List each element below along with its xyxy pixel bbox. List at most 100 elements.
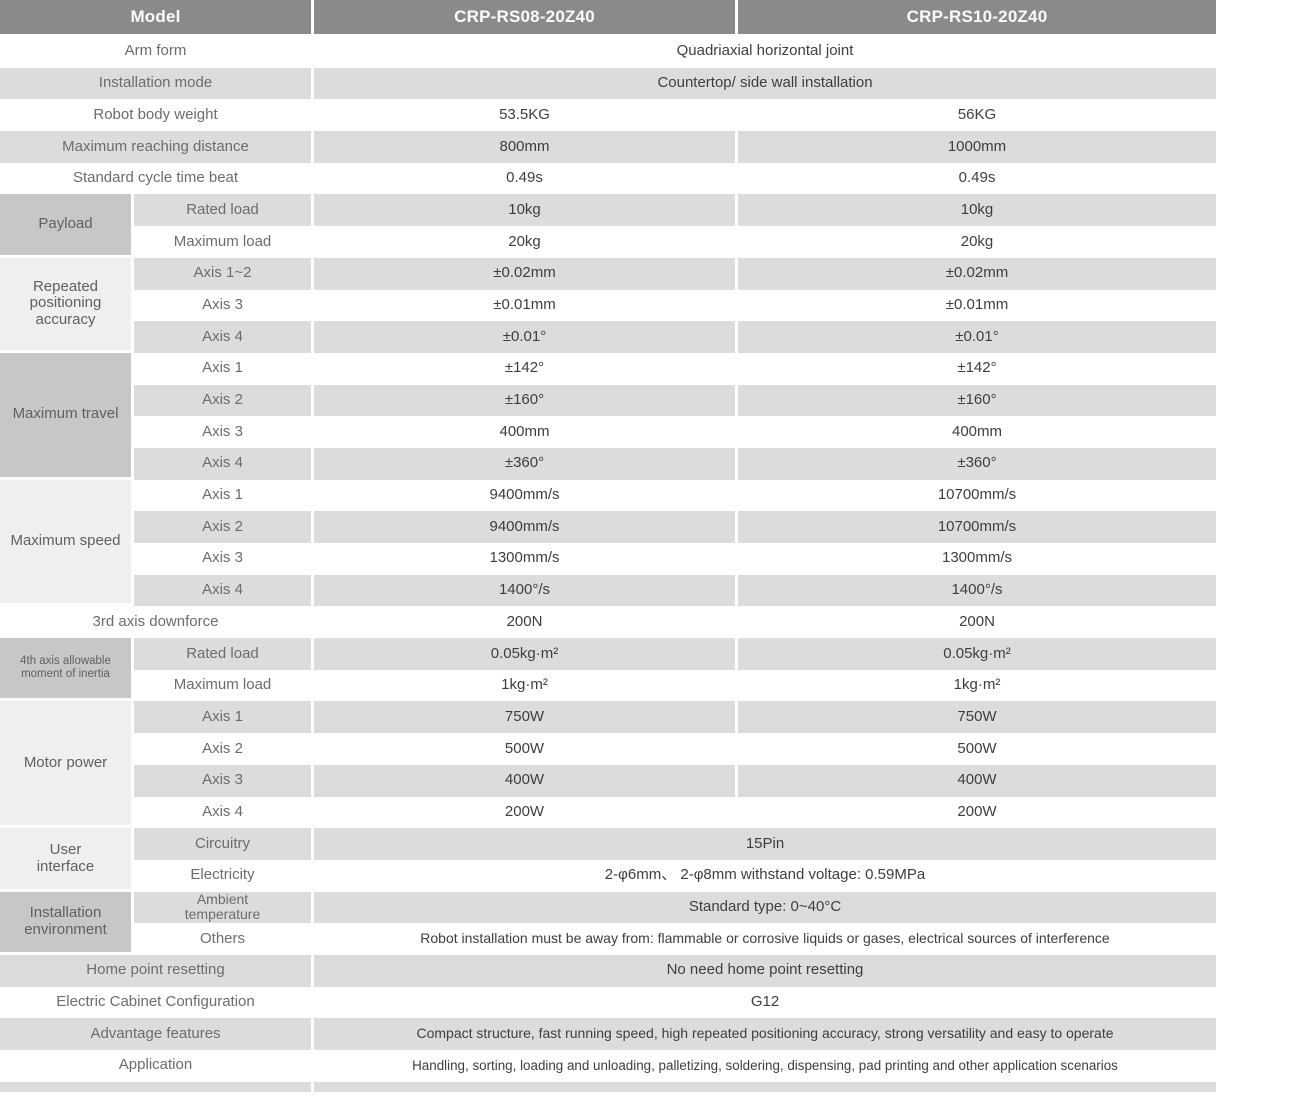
table-row: Axis 2 9400mm/s 10700mm/s bbox=[0, 511, 1216, 543]
table-row: Axis 4 1400°/s 1400°/s bbox=[0, 574, 1216, 607]
value-cell: 400mm bbox=[951, 422, 1003, 440]
value-cell: ±360° bbox=[314, 447, 735, 480]
value-cell: 1kg·m² bbox=[501, 676, 548, 694]
value-cell: 200W bbox=[957, 802, 997, 820]
table-row: Axis 3 1300mm/s 1300mm/s bbox=[0, 543, 1216, 575]
value-cell: 400W bbox=[738, 764, 1216, 797]
value-cell: 200N bbox=[506, 612, 543, 630]
table-row: Maximum load 1kg·m² 1kg·m² bbox=[0, 670, 1216, 702]
value-cell: 0.05kg·m² bbox=[314, 638, 735, 670]
row-label: Home point resetting bbox=[0, 954, 311, 987]
table-row: Axis 3 400mm 400mm bbox=[0, 416, 1216, 448]
row-label: Axis 3 bbox=[202, 549, 243, 567]
table-row: Axis 2 500W 500W bbox=[0, 733, 1216, 765]
value-cell: 20kg bbox=[960, 232, 994, 250]
value-cell: ±0.01° bbox=[314, 321, 735, 353]
group-label-travel: Maximum travel bbox=[0, 352, 131, 480]
row-label: Maximum load bbox=[173, 232, 272, 250]
table-row: Others Robot installation must be away f… bbox=[0, 923, 1216, 955]
row-label: 3rd axis downforce bbox=[92, 612, 219, 630]
group-label-speed: Maximum speed bbox=[0, 479, 131, 607]
value-cell: 10kg bbox=[738, 194, 1216, 227]
value-cell: 400W bbox=[314, 764, 735, 797]
value-cell: Quadriaxial horizontal joint bbox=[676, 42, 854, 60]
value-cell bbox=[314, 1081, 1216, 1092]
table-row: Axis 3 400W 400W bbox=[0, 764, 1216, 797]
table-row: Repeated positioning accuracy Axis 1~2 ±… bbox=[0, 257, 1216, 353]
row-label: Axis 4 bbox=[134, 574, 311, 607]
value-cell: 2-φ6mm、 2-φ8mm withstand voltage: 0.59MP… bbox=[604, 866, 926, 884]
table-row: Maximum reaching distance 800mm 1000mm bbox=[0, 131, 1216, 163]
row-label: Axis 4 bbox=[202, 802, 243, 820]
value-cell: Compact structure, fast running speed, h… bbox=[314, 1018, 1216, 1050]
value-cell: Standard type: 0~40°C bbox=[314, 891, 1216, 924]
row-label: Application bbox=[118, 1056, 193, 1074]
table-row: Installation environment Ambient tempera… bbox=[0, 891, 1216, 955]
value-cell: 750W bbox=[314, 701, 735, 734]
group-label-inertia: 4th axis allowable moment of inertia bbox=[0, 638, 131, 702]
row-label: Axis 3 bbox=[202, 422, 243, 440]
value-cell: ±0.01mm bbox=[945, 295, 1009, 313]
value-cell: No need home point resetting bbox=[314, 954, 1216, 987]
row-label bbox=[0, 1081, 311, 1092]
table-row: Axis 4 ±0.01° ±0.01° bbox=[0, 321, 1216, 353]
table-row: Electricity 2-φ6mm、 2-φ8mm withstand vol… bbox=[0, 860, 1216, 892]
table-row: Motor power Axis 1 750W 750W bbox=[0, 701, 1216, 829]
value-cell: 400mm bbox=[499, 422, 550, 440]
value-cell: 53.5KG bbox=[499, 105, 550, 123]
table-row: Axis 2 ±160° ±160° bbox=[0, 384, 1216, 417]
row-label: Circuitry bbox=[134, 828, 311, 860]
value-cell: ±160° bbox=[314, 384, 735, 417]
group-label-accuracy: Repeated positioning accuracy bbox=[0, 257, 131, 353]
value-cell: 56KG bbox=[957, 105, 997, 123]
row-label: Axis 3 bbox=[202, 295, 243, 313]
row-label: Axis 4 bbox=[134, 321, 311, 353]
value-cell: 500W bbox=[504, 739, 545, 757]
table-row: Axis 4 200W 200W bbox=[0, 797, 1216, 829]
value-cell: ±0.01° bbox=[738, 321, 1216, 353]
row-label: Axis 2 bbox=[134, 511, 311, 543]
value-cell: 10kg bbox=[314, 194, 735, 227]
value-cell: ±142° bbox=[957, 359, 997, 377]
col-header-model-2: CRP-RS10-20Z40 bbox=[738, 0, 1216, 36]
row-label: Installation mode bbox=[0, 67, 311, 100]
table-row: Axis 4 ±360° ±360° bbox=[0, 447, 1216, 480]
value-cell: 200W bbox=[504, 802, 545, 820]
row-label: Arm form bbox=[124, 42, 187, 60]
value-cell: 9400mm/s bbox=[314, 511, 735, 543]
col-header-model-1: CRP-RS08-20Z40 bbox=[314, 0, 735, 36]
value-cell: ±0.02mm bbox=[314, 257, 735, 290]
row-label: Rated load bbox=[134, 194, 311, 227]
row-label: Axis 1 bbox=[134, 701, 311, 734]
table-row: Model CRP-RS08-20Z40 CRP-RS10-20Z40 bbox=[0, 0, 1216, 36]
row-label: Maximum load bbox=[173, 676, 272, 694]
table-row-partial bbox=[0, 1081, 1216, 1092]
group-label-payload: Payload bbox=[0, 194, 131, 258]
row-label: Axis 1 bbox=[202, 359, 243, 377]
table-row: Maximum load 20kg 20kg bbox=[0, 226, 1216, 258]
table-row: Arm form Quadriaxial horizontal joint bbox=[0, 36, 1216, 68]
group-label-motor-power: Motor power bbox=[0, 701, 131, 829]
value-cell: 1400°/s bbox=[314, 574, 735, 607]
value-cell: 1kg·m² bbox=[953, 676, 1001, 694]
value-cell: ±160° bbox=[738, 384, 1216, 417]
value-cell: 1300mm/s bbox=[489, 549, 560, 567]
value-cell: 750W bbox=[738, 701, 1216, 734]
value-cell: 200N bbox=[959, 612, 995, 630]
value-cell: 1300mm/s bbox=[941, 549, 1013, 567]
group-label-user-interface: User interface bbox=[0, 828, 131, 892]
table-row: 3rd axis downforce 200N 200N bbox=[0, 606, 1216, 638]
value-cell: ±360° bbox=[738, 447, 1216, 480]
table-row: User interface Circuitry 15Pin bbox=[0, 828, 1216, 892]
row-label: Electric Cabinet Configuration bbox=[56, 993, 255, 1011]
value-cell: 0.05kg·m² bbox=[738, 638, 1216, 670]
table-row: Electric Cabinet Configuration G12 bbox=[0, 987, 1216, 1019]
value-cell: 500W bbox=[957, 739, 997, 757]
row-label: Electricity bbox=[190, 866, 255, 884]
table-row: Application Handling, sorting, loading a… bbox=[0, 1050, 1216, 1082]
row-label: Axis 4 bbox=[134, 447, 311, 480]
row-label: Axis 1~2 bbox=[134, 257, 311, 290]
value-cell: Robot installation must be away from: fl… bbox=[420, 930, 1110, 947]
value-cell: 1400°/s bbox=[738, 574, 1216, 607]
value-cell: 10700mm/s bbox=[937, 486, 1017, 504]
